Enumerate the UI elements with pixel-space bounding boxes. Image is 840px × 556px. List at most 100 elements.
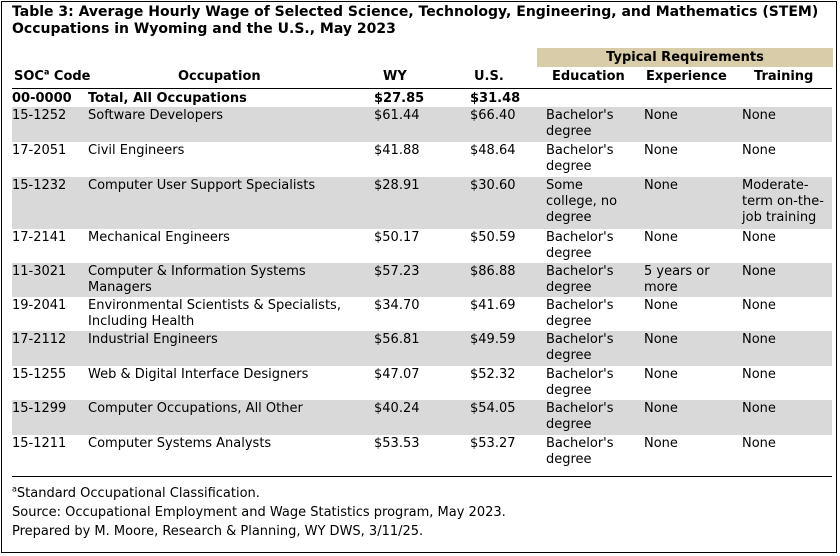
total-wy-wage: $27.85 <box>374 91 425 106</box>
cell-occupation: Industrial Engineers <box>88 332 218 347</box>
cell-wy-wage: $61.44 <box>374 108 420 123</box>
cell-soc: 15-1232 <box>12 178 67 193</box>
cell-us-wage: $48.64 <box>470 143 516 158</box>
source-note: Source: Occupational Employment and Wage… <box>12 505 506 520</box>
footnote-text: Standard Occupational Classification. <box>16 486 260 501</box>
cell-experience: None <box>644 332 678 347</box>
table-notes: aStandard Occupational Classification. S… <box>12 484 506 541</box>
cell-soc: 17-2112 <box>12 332 67 347</box>
cell-experience: None <box>644 178 678 193</box>
col-header-occupation: Occupation <box>178 69 261 84</box>
table-row: 19-2041 Environmental Scientists & Specia… <box>12 297 832 331</box>
total-us-wage: $31.48 <box>470 91 521 106</box>
column-header-row: SOCa Code Occupation WY U.S. Education E… <box>2 68 838 88</box>
cell-us-wage: $49.59 <box>470 332 516 347</box>
cell-soc: 15-1252 <box>12 108 67 123</box>
table-row: 15-1299 Computer Occupations, All Other $4… <box>12 400 832 435</box>
table-row: 15-1252 Software Developers $61.44 $66.40 Ba… <box>12 107 832 142</box>
cell-occupation: Civil Engineers <box>88 143 185 158</box>
cell-training: None <box>742 108 776 123</box>
footer-divider <box>12 476 832 477</box>
table-row: 15-1255 Web & Digital Interface Designers… <box>12 366 832 400</box>
cell-us-wage: $52.32 <box>470 367 516 382</box>
cell-us-wage: $86.88 <box>470 264 516 279</box>
cell-soc: 15-1299 <box>12 401 67 416</box>
cell-education: Bachelor's degree <box>546 264 614 295</box>
cell-experience: None <box>644 367 678 382</box>
table-row: 17-2141 Mechanical Engineers $50.17 $50.59 B… <box>12 229 832 263</box>
total-soc: 00-0000 <box>12 91 72 106</box>
col-header-training: Training <box>754 69 814 84</box>
cell-wy-wage: $50.17 <box>374 230 420 245</box>
cell-occupation: Environmental Scientists & Specialists, … <box>88 298 341 329</box>
cell-wy-wage: $57.23 <box>374 264 420 279</box>
cell-us-wage: $41.69 <box>470 298 516 313</box>
table-body: 00-0000 Total, All Occupations $27.85 $3… <box>12 90 832 469</box>
cell-wy-wage: $53.53 <box>374 436 420 451</box>
col-header-experience: Experience <box>646 69 727 84</box>
cell-wy-wage: $56.81 <box>374 332 420 347</box>
footnote: aStandard Occupational Classification. <box>12 484 506 503</box>
cell-occupation: Computer Occupations, All Other <box>88 401 303 416</box>
cell-education: Bachelor's degree <box>546 367 614 398</box>
cell-education: Bachelor's degree <box>546 230 614 261</box>
footnote-marker: a <box>12 484 17 494</box>
cell-occupation: Computer User Support Specialists <box>88 178 316 193</box>
header-divider <box>12 88 832 89</box>
cell-education: Bachelor's degree <box>546 401 614 432</box>
cell-occupation: Web & Digital Interface Designers <box>88 367 309 382</box>
cell-education: Bachelor's degree <box>546 143 614 174</box>
cell-occupation: Software Developers <box>88 108 224 123</box>
cell-wy-wage: $28.91 <box>374 178 420 193</box>
col-header-soc: SOCa Code <box>14 67 91 84</box>
cell-training: None <box>742 367 776 382</box>
cell-wy-wage: $34.70 <box>374 298 420 313</box>
cell-occupation: Computer & Information Systems Managers <box>88 264 306 295</box>
table-title: Table 3: Average Hourly Wage of Selected… <box>12 4 819 37</box>
cell-education: Bachelor's degree <box>546 436 614 467</box>
cell-occupation: Computer Systems Analysts <box>88 436 272 451</box>
cell-us-wage: $50.59 <box>470 230 516 245</box>
cell-wy-wage: $47.07 <box>374 367 420 382</box>
cell-experience: None <box>644 298 678 313</box>
cell-soc: 17-2141 <box>12 230 67 245</box>
cell-education: Some college, no degree <box>546 178 618 225</box>
typical-requirements-header: Typical Requirements <box>537 48 833 67</box>
cell-experience: None <box>644 230 678 245</box>
cell-education: Bachelor's degree <box>546 332 614 363</box>
prepared-by-note: Prepared by M. Moore, Research & Plannin… <box>12 524 424 539</box>
cell-soc: 15-1211 <box>12 436 67 451</box>
cell-training: None <box>742 230 776 245</box>
cell-training: None <box>742 264 776 279</box>
cell-soc: 19-2041 <box>12 298 67 313</box>
cell-wy-wage: $41.88 <box>374 143 420 158</box>
table-row: 15-1211 Computer Systems Analysts $53.53 $5… <box>12 435 832 469</box>
total-occupation: Total, All Occupations <box>88 91 247 106</box>
table-row: 15-1232 Computer User Support Specialists… <box>12 177 832 229</box>
cell-training: None <box>742 436 776 451</box>
soc-code-label: Code <box>49 69 91 84</box>
cell-training: None <box>742 143 776 158</box>
cell-training: Moderate-term on-the-job training <box>742 178 824 225</box>
cell-education: Bachelor's degree <box>546 108 614 139</box>
table-row: 17-2051 Civil Engineers $41.88 $48.64 Bachel… <box>12 142 832 177</box>
cell-experience: None <box>644 401 678 416</box>
cell-training: None <box>742 401 776 416</box>
cell-training: None <box>742 298 776 313</box>
cell-soc: 15-1255 <box>12 367 67 382</box>
soc-label: SOC <box>14 69 44 84</box>
cell-us-wage: $53.27 <box>470 436 516 451</box>
col-header-wy: WY <box>383 69 407 84</box>
cell-occupation: Mechanical Engineers <box>88 230 230 245</box>
cell-experience: None <box>644 143 678 158</box>
cell-training: None <box>742 332 776 347</box>
soc-footnote-marker: a <box>43 67 50 77</box>
cell-experience: None <box>644 108 678 123</box>
cell-experience: 5 years or more <box>644 264 710 295</box>
cell-experience: None <box>644 436 678 451</box>
cell-us-wage: $54.05 <box>470 401 516 416</box>
table-row: 11-3021 Computer & Information Systems Ma… <box>12 263 832 297</box>
cell-us-wage: $66.40 <box>470 108 516 123</box>
cell-soc: 11-3021 <box>12 264 67 279</box>
